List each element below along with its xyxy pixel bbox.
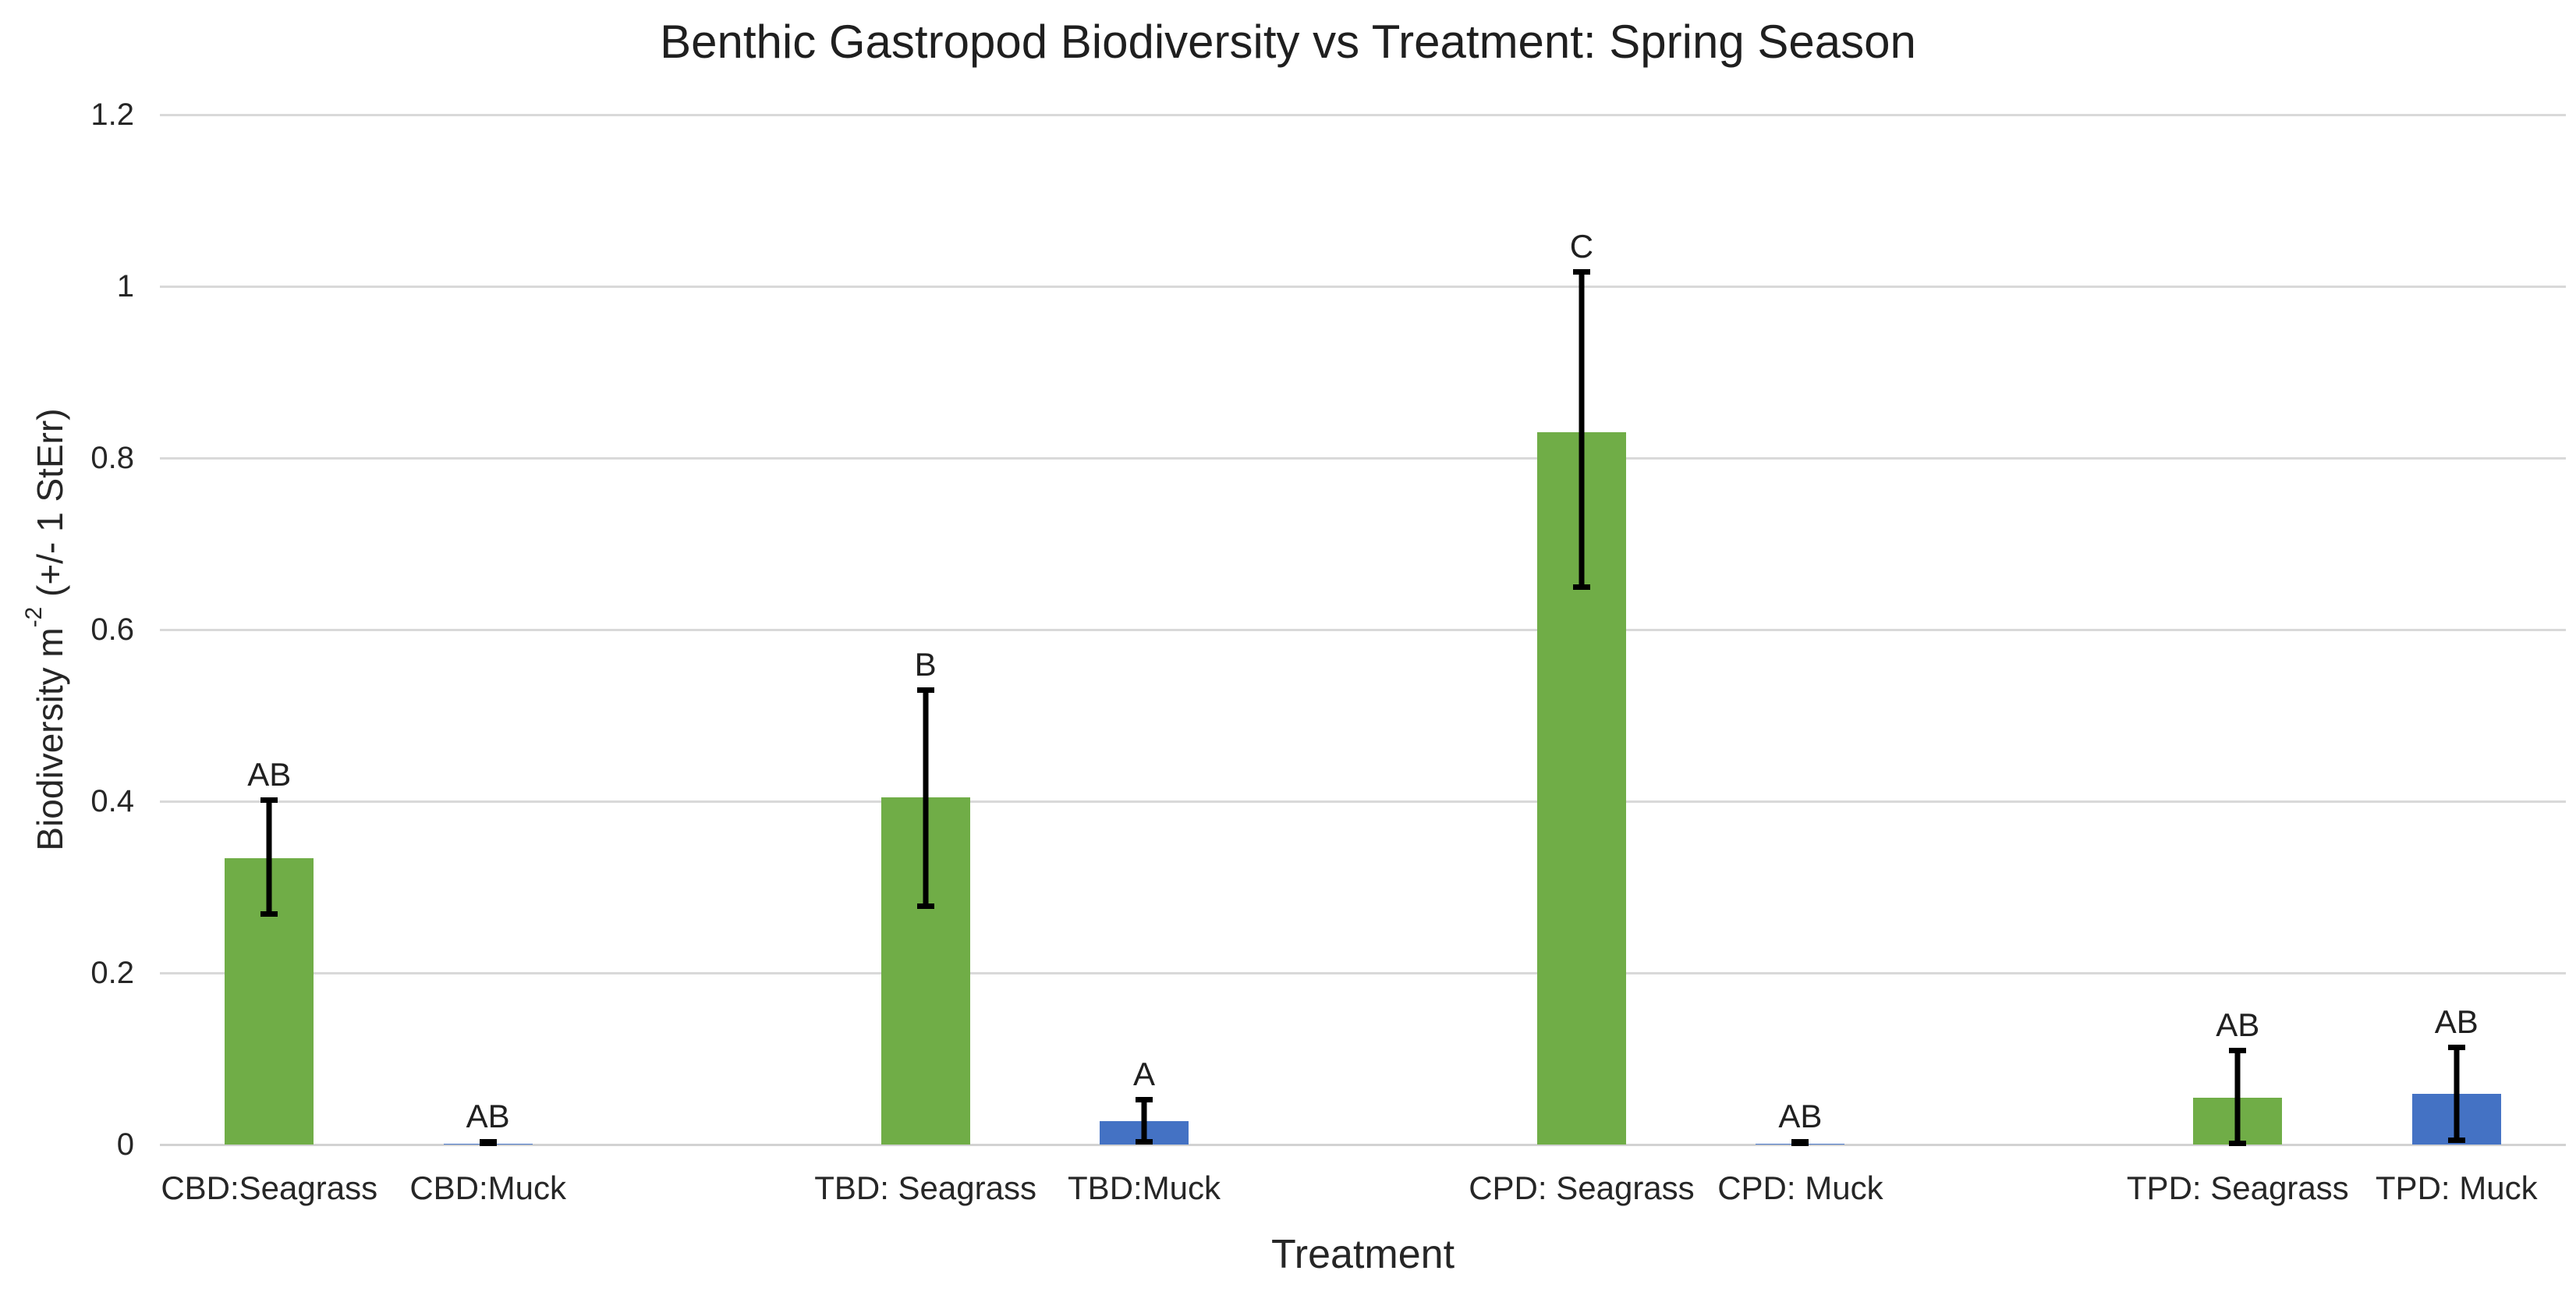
error-cap-bottom — [479, 1140, 497, 1146]
category-slot-cbd-seagrass: AB CBD:Seagrass — [160, 115, 378, 1205]
gridline — [160, 800, 2566, 803]
y-tick-label: 0 — [116, 1127, 134, 1162]
plot-area: AB CBD:Seagrass AB CBD:Muck B TBD: Seagrass A T… — [160, 113, 2566, 1205]
error-cap-bottom — [260, 911, 278, 918]
chart-title: Benthic Gastropod Biodiversity vs Treatm… — [660, 16, 1916, 68]
category-slot-tpd-seagrass: AB TPD: Seagrass — [2127, 115, 2349, 1205]
error-cap-bottom — [916, 903, 934, 910]
category-slot-cbd-muck: AB CBD:Muck — [378, 115, 597, 1205]
error-cap-bottom — [1572, 584, 1590, 591]
error-cap-top — [1136, 1096, 1153, 1102]
error-bar-cbd-seagrass — [266, 799, 272, 915]
error-bar-cpd-seagrass — [1579, 272, 1585, 588]
error-cap-bottom — [1136, 1138, 1153, 1145]
error-cap-top — [2447, 1044, 2465, 1050]
significance-label-cbd-seagrass: AB — [247, 755, 292, 793]
x-axis-title: Treatment — [1270, 1232, 1455, 1277]
x-tick-label-cpd-seagrass: CPD: Seagrass — [1469, 1170, 1695, 1206]
x-tick-label-cbd-seagrass: CBD:Seagrass — [161, 1170, 378, 1206]
significance-label-cpd-muck: AB — [1778, 1097, 1823, 1134]
error-cap-top — [916, 687, 934, 693]
significance-label-tpd-muck: AB — [2434, 1003, 2479, 1040]
error-bar-tpd-muck — [2454, 1046, 2460, 1141]
error-cap-bottom — [2229, 1140, 2247, 1146]
category-slot-tbd-seagrass: B TBD: Seagrass — [814, 115, 1036, 1205]
x-tick-label-tbd-seagrass: TBD: Seagrass — [814, 1170, 1036, 1206]
gridline — [160, 113, 2566, 116]
significance-label-cpd-seagrass: C — [1569, 228, 1594, 265]
gridline — [160, 456, 2566, 460]
x-tick-label-cbd-muck: CBD:Muck — [409, 1170, 567, 1206]
x-tick-label-tpd-muck: TPD: Muck — [2375, 1170, 2538, 1206]
y-tick-label: 0.8 — [90, 441, 134, 475]
error-bar-tpd-seagrass — [2234, 1050, 2241, 1144]
error-cap-top — [2229, 1048, 2247, 1053]
y-tick-label: 1.2 — [90, 98, 134, 132]
y-tick-label: 0.2 — [90, 956, 134, 990]
category-slot-tbd-muck: A TBD:Muck — [1035, 115, 1253, 1205]
significance-label-tbd-seagrass: B — [914, 646, 937, 683]
y-tick-label: 0.6 — [90, 612, 134, 647]
significance-label-tpd-seagrass: AB — [2216, 1006, 2260, 1043]
error-bar-tbd-muck — [1141, 1099, 1147, 1142]
y-axis-tick-labels: 0 0.2 0.4 0.6 0.8 1 1.2 — [0, 98, 134, 1161]
category-slot-tpd-muck: AB TPD: Muck — [2347, 115, 2566, 1205]
error-cap-bottom — [1791, 1140, 1809, 1146]
x-tick-label-cpd-muck: CPD: Muck — [1717, 1170, 1883, 1206]
category-slot-cpd-seagrass: C CPD: Seagrass — [1469, 115, 1694, 1205]
y-tick-label: 0.4 — [90, 784, 134, 818]
error-cap-bottom — [2447, 1137, 2465, 1143]
x-axis-baseline — [160, 1143, 2566, 1146]
category-slot-cpd-muck: AB CPD: Muck — [1691, 115, 1909, 1205]
significance-label-tbd-muck: A — [1133, 1055, 1156, 1092]
significance-label-cbd-muck: AB — [466, 1097, 510, 1134]
error-bar-tbd-seagrass — [923, 690, 929, 907]
y-tick-label: 1 — [116, 269, 134, 303]
gridline — [160, 971, 2566, 974]
gridline — [160, 628, 2566, 631]
error-cap-top — [1572, 269, 1590, 275]
error-cap-top — [260, 797, 278, 803]
x-tick-label-tpd-seagrass: TPD: Seagrass — [2126, 1170, 2349, 1206]
x-tick-label-tbd-muck: TBD:Muck — [1068, 1170, 1221, 1206]
gridline — [160, 285, 2566, 288]
